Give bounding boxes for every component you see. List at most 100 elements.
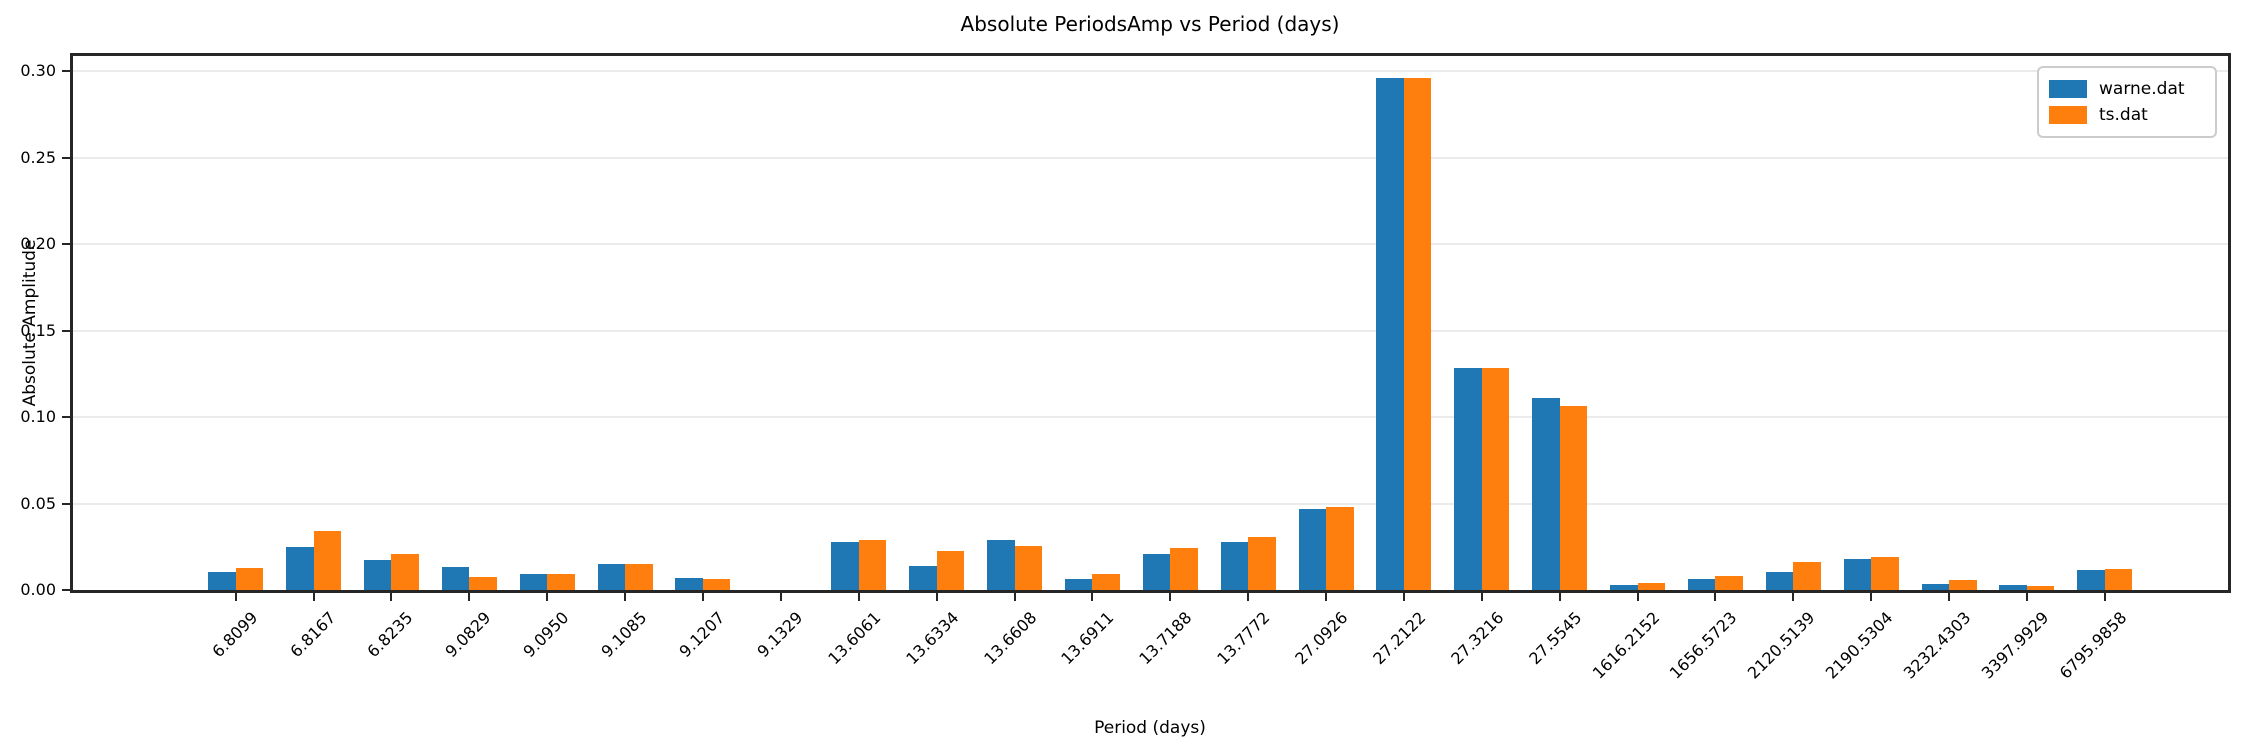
gridline-0.20 xyxy=(73,243,2228,245)
x-tick xyxy=(1714,593,1717,601)
bar-ts.dat-6795.9858 xyxy=(2104,569,2133,590)
x-axis-label: Period (days) xyxy=(1094,718,1206,738)
y-tick xyxy=(62,156,70,159)
bar-warne.dat-6795.9858 xyxy=(2077,570,2105,590)
x-tick xyxy=(1247,593,1250,601)
bar-warne.dat-9.1085 xyxy=(597,564,626,590)
bar-warne.dat-13.6061 xyxy=(831,542,859,590)
chart-title: Absolute PeriodsAmp vs Period (days) xyxy=(960,12,1340,36)
bar-ts.dat-13.7772 xyxy=(1248,537,1276,590)
legend-swatch-ts xyxy=(2049,106,2087,124)
gridline-0.25 xyxy=(73,156,2228,159)
x-tick xyxy=(1792,593,1795,601)
x-tick-label: 27.0926 xyxy=(1291,608,1352,669)
x-tick xyxy=(1480,593,1483,601)
x-tick-label: 3232.4303 xyxy=(1899,608,1975,683)
bar-warne.dat-2190.5304 xyxy=(1843,559,1872,590)
legend-label-warne: warne.dat xyxy=(2099,79,2185,99)
x-tick-label: 13.6061 xyxy=(823,608,885,669)
bar-warne.dat-2120.5139 xyxy=(1765,572,1794,590)
bar-ts.dat-6.8235 xyxy=(391,554,419,590)
x-tick xyxy=(1402,593,1405,601)
x-tick xyxy=(935,593,938,601)
x-tick-label: 9.1207 xyxy=(675,608,729,662)
bar-ts.dat-9.0829 xyxy=(469,577,497,590)
bar-ts.dat-13.6061 xyxy=(858,540,887,590)
bar-ts.dat-13.6911 xyxy=(1092,574,1120,590)
bar-ts.dat-13.6608 xyxy=(1014,546,1042,590)
bar-warne.dat-6.8235 xyxy=(363,560,392,590)
bar-warne.dat-13.6911 xyxy=(1064,579,1093,590)
x-tick-label: 6795.9858 xyxy=(2055,608,2131,683)
x-tick-label: 13.6911 xyxy=(1057,608,1118,669)
x-tick xyxy=(546,593,549,601)
y-tick-label: 0.30 xyxy=(20,61,56,80)
x-tick xyxy=(1870,593,1873,601)
y-tick-label: 0.15 xyxy=(20,320,56,340)
bar-ts.dat-6.8099 xyxy=(235,568,264,590)
x-tick xyxy=(234,593,237,601)
bar-ts.dat-1656.5723 xyxy=(1715,576,1743,590)
x-tick xyxy=(390,593,393,601)
y-tick-label: 0.05 xyxy=(20,493,56,513)
x-tick xyxy=(312,593,315,601)
x-tick-label: 27.3216 xyxy=(1446,608,1508,669)
bar-warne.dat-13.6334 xyxy=(909,566,937,590)
y-tick xyxy=(62,70,70,72)
x-tick-label: 9.1329 xyxy=(753,608,807,662)
x-tick xyxy=(1169,593,1172,601)
bar-warne.dat-27.0926 xyxy=(1298,509,1327,590)
x-tick xyxy=(701,593,704,601)
x-tick-label: 9.1085 xyxy=(597,608,651,662)
bar-warne.dat-27.2122 xyxy=(1376,78,1404,590)
legend-item-warne: warne.dat xyxy=(2049,76,2205,102)
gridline-0.15 xyxy=(73,329,2228,332)
x-tick-label: 1616.2152 xyxy=(1588,608,1663,683)
x-tick-label: 3397.9929 xyxy=(1977,608,2053,683)
bar-ts.dat-27.3216 xyxy=(1481,368,1510,590)
bar-warne.dat-3397.9929 xyxy=(1999,585,2027,590)
gridline-0.05 xyxy=(73,502,2228,505)
x-tick xyxy=(624,593,627,601)
bar-ts.dat-27.2122 xyxy=(1403,78,1432,590)
bar-warne.dat-27.5545 xyxy=(1532,398,1560,590)
bar-ts.dat-13.7188 xyxy=(1170,548,1198,590)
bar-warne.dat-6.8167 xyxy=(286,547,314,590)
bar-ts.dat-27.5545 xyxy=(1559,406,1588,590)
x-tick xyxy=(1091,593,1094,601)
y-tick xyxy=(62,243,70,245)
plot-area xyxy=(70,53,2231,593)
bar-warne.dat-1656.5723 xyxy=(1687,579,1716,590)
x-tick-label: 9.0829 xyxy=(441,608,495,662)
x-tick xyxy=(857,593,860,601)
x-tick xyxy=(1558,593,1561,601)
y-tick-label: 0.10 xyxy=(20,407,56,426)
legend-label-ts: ts.dat xyxy=(2099,105,2148,125)
x-tick-label: 2120.5139 xyxy=(1744,608,1819,683)
y-tick-label: 0.25 xyxy=(20,147,56,167)
bar-warne.dat-27.3216 xyxy=(1454,368,1482,590)
bar-warne.dat-9.0829 xyxy=(441,567,470,590)
x-tick-label: 9.0950 xyxy=(519,608,573,662)
x-tick xyxy=(779,593,782,601)
bar-warne.dat-1616.2152 xyxy=(1610,585,1638,590)
bar-ts.dat-9.0950 xyxy=(547,574,575,590)
y-tick-label: 0.00 xyxy=(20,580,56,599)
x-tick xyxy=(1325,593,1328,601)
gridline-0.10 xyxy=(73,416,2228,418)
y-tick xyxy=(62,329,70,332)
y-tick xyxy=(62,502,70,505)
x-tick-label: 27.5545 xyxy=(1524,608,1586,669)
x-tick xyxy=(1948,593,1951,601)
bar-ts.dat-3232.4303 xyxy=(1949,580,1977,590)
bar-warne.dat-9.0950 xyxy=(519,574,548,590)
y-tick xyxy=(62,416,70,418)
bar-ts.dat-1616.2152 xyxy=(1637,583,1666,590)
bar-warne.dat-9.1207 xyxy=(675,578,703,590)
x-tick-label: 6.8235 xyxy=(363,608,417,662)
gridline-0.30 xyxy=(73,70,2228,72)
bar-ts.dat-3397.9929 xyxy=(2026,586,2055,590)
bar-ts.dat-9.1085 xyxy=(625,564,653,590)
x-tick xyxy=(1013,593,1016,601)
